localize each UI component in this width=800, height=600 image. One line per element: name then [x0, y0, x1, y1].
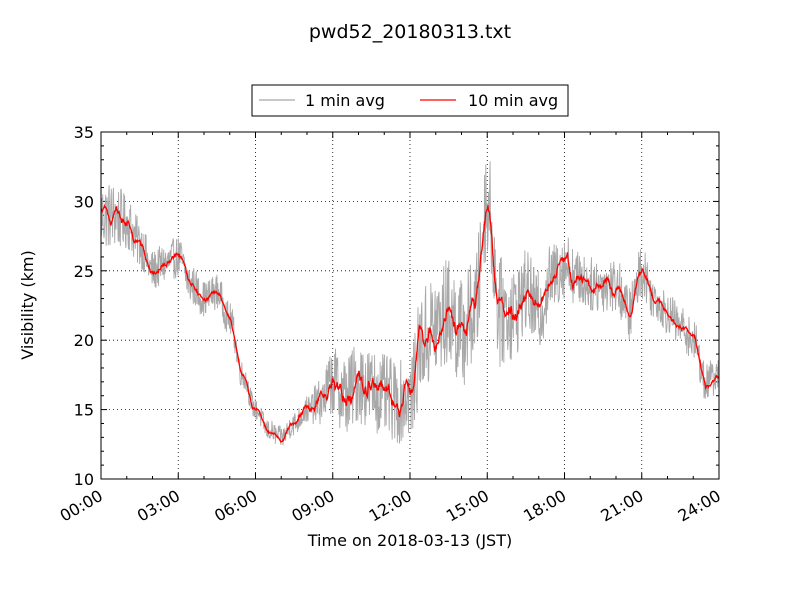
plot-area: 00:00 03:00 06:00 09:00 12:00 15:00 18:00 21:00… — [57, 123, 724, 526]
x-axis-label: Time on 2018-03-13 (JST) — [307, 531, 512, 550]
x-tick-label: 09:00 — [288, 486, 337, 526]
y-axis-label: Visibility (km) — [18, 250, 37, 359]
legend-box — [251, 84, 569, 117]
legend-label-1min: 1 min avg — [305, 91, 385, 110]
series-line-1min — [101, 161, 719, 446]
x-tick-label: 15:00 — [443, 486, 492, 526]
x-tick-label: 21:00 — [597, 486, 646, 526]
y-tick-label: 30 — [74, 192, 94, 211]
y-tick-label: 25 — [74, 262, 94, 281]
x-tick-label: 03:00 — [134, 486, 183, 526]
x-tick-label: 00:00 — [57, 486, 106, 526]
y-tick-label: 15 — [74, 401, 94, 420]
legend: 1 min avg 10 min avg — [251, 84, 569, 117]
legend-label-10min: 10 min avg — [468, 91, 558, 110]
x-tick-label: 24:00 — [675, 486, 724, 526]
x-tick-label: 06:00 — [211, 486, 260, 526]
y-tick-label: 20 — [74, 331, 94, 350]
series-line-10min — [101, 203, 719, 444]
x-tick-label: 12:00 — [366, 486, 415, 526]
y-tick-label: 10 — [74, 470, 94, 489]
axes-frame — [100, 131, 720, 480]
chart-title: pwd52_20180313.txt — [309, 21, 511, 43]
x-tick-label: 18:00 — [520, 486, 569, 526]
y-tick-label: 35 — [74, 123, 94, 142]
